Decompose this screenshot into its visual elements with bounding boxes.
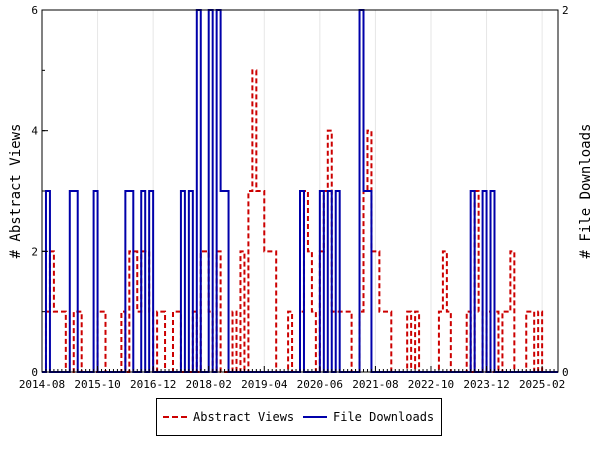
label-layer: 2014-08 2015-10 2016-12 2018-02 2019-04 2020-… — [8, 4, 594, 391]
y-left-axis-title: # Abstract Views — [8, 124, 24, 259]
legend-item-abstract-views: Abstract Views — [163, 410, 294, 424]
y-left-tick-label: 4 — [31, 125, 38, 138]
legend-swatch-abstract-views — [163, 416, 187, 418]
legend-label-file-downloads: File Downloads — [333, 410, 435, 424]
legend-item-file-downloads: File Downloads — [303, 410, 434, 424]
y-left-tick-label: 0 — [31, 366, 38, 379]
y-right-tick-label: 0 — [562, 366, 569, 379]
x-tick-label: 2023-12 — [463, 378, 509, 391]
x-tick-label: 2020-06 — [297, 378, 343, 391]
legend-swatch-file-downloads — [303, 416, 327, 418]
x-tick-label: 2016-12 — [130, 378, 176, 391]
chart-legend: Abstract Views File Downloads — [156, 398, 442, 436]
series-layer — [42, 9, 558, 373]
y-right-tick-label: 2 — [562, 4, 569, 17]
legend-label-abstract-views: Abstract Views — [193, 410, 295, 424]
series-line-file-downloads — [42, 9, 558, 373]
x-tick-label: 2018-02 — [186, 378, 232, 391]
x-tick-label: 2021-08 — [352, 378, 398, 391]
x-tick-label: 2025-02 — [519, 378, 565, 391]
x-tick-label: 2014-08 — [19, 378, 65, 391]
y-right-axis-title: # File Downloads — [578, 124, 594, 259]
y-left-tick-label: 6 — [31, 4, 38, 17]
x-tick-label: 2019-04 — [241, 378, 288, 391]
x-tick-label: 2015-10 — [74, 378, 120, 391]
y-left-tick-label: 2 — [31, 245, 38, 258]
axis-layer — [41, 9, 559, 373]
series-line-abstract-views — [42, 69, 558, 373]
x-tick-label: 2022-10 — [408, 378, 454, 391]
